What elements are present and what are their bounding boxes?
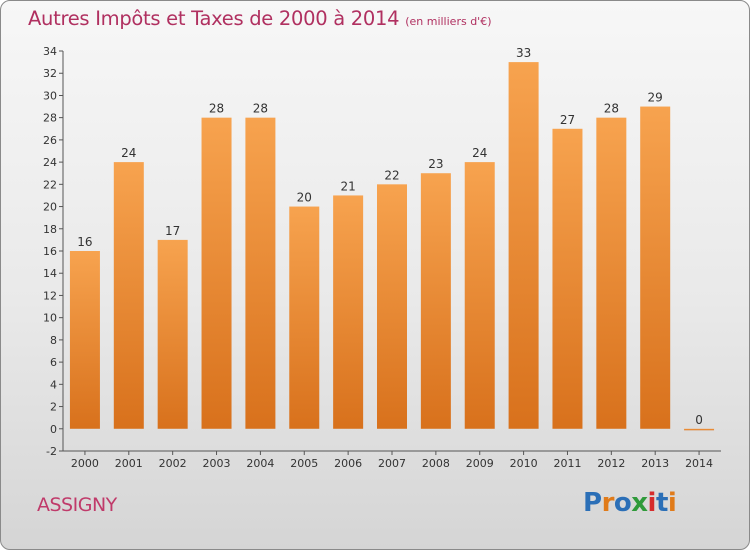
y-tick-label: 12 [43,289,57,302]
data-label: 0 [695,413,703,427]
logo-letter: P [583,488,602,518]
bar [420,173,451,429]
logo-letter: r [601,488,615,518]
bar [596,117,627,429]
data-label: 21 [340,179,355,193]
y-tick-label: 34 [43,45,57,58]
proxiti-logo: Proxiti [583,488,677,518]
logo-letter: o [613,488,632,518]
logo-letter: i [647,488,657,518]
y-tick-label: 0 [50,423,57,436]
data-label: 28 [604,102,619,116]
x-tick-label: 2012 [597,457,625,470]
data-label: 22 [384,168,399,182]
bar [69,251,100,429]
y-tick-label: 6 [50,356,57,369]
data-label: 17 [165,224,180,238]
y-tick-label: -2 [46,445,57,458]
data-label: 20 [297,191,312,205]
y-tick-label: 30 [43,89,57,102]
x-tick-label: 2014 [685,457,713,470]
data-label: 28 [253,102,268,116]
data-label: 16 [77,235,92,249]
x-tick-label: 2005 [290,457,318,470]
bar [377,184,407,429]
bar [464,162,495,429]
y-tick-label: 16 [43,245,57,258]
bar [245,117,276,429]
bar [157,239,188,429]
data-label: 24 [472,146,487,160]
y-tick-label: 32 [43,67,57,80]
y-tick-label: 20 [43,201,57,214]
data-label: 23 [428,157,443,171]
y-tick-label: 24 [43,156,57,169]
title-row: Autres Impôts et Taxes de 2000 à 2014 (en… [28,7,491,30]
x-tick-label: 2004 [246,457,274,470]
data-label: 33 [516,46,531,60]
x-tick-label: 2013 [641,457,669,470]
x-tick-label: 2001 [115,457,143,470]
data-label: 28 [209,102,224,116]
bar [640,106,671,429]
y-tick-label: 28 [43,112,57,125]
x-tick-label: 2007 [378,457,406,470]
bar [201,117,232,429]
bar [508,62,539,429]
data-label: 29 [648,91,663,105]
chart-unit: (en milliers d'€) [405,15,492,28]
logo-letter: x [631,488,648,518]
x-tick-label: 2006 [334,457,362,470]
x-tick-label: 2009 [466,457,494,470]
logo-letter: i [667,488,677,518]
x-tick-label: 2010 [510,457,538,470]
commune-name: ASSIGNY [37,494,117,516]
y-tick-label: 4 [50,378,57,391]
y-tick-label: 10 [43,312,57,325]
y-tick-label: 26 [43,134,57,147]
bar [333,195,364,429]
data-label: 24 [121,146,136,160]
x-tick-label: 2011 [553,457,581,470]
x-tick-label: 2002 [159,457,187,470]
y-tick-label: 14 [43,267,57,280]
x-tick-label: 2003 [203,457,231,470]
bar [113,162,144,429]
logo-letter: t [655,488,668,518]
data-label: 27 [560,113,575,127]
bar [289,206,320,429]
y-tick-label: 18 [43,223,57,236]
y-tick-label: 22 [43,178,57,191]
x-tick-label: 2008 [422,457,450,470]
bar [684,428,715,431]
bar [552,128,583,429]
chart-title: Autres Impôts et Taxes de 2000 à 2014 [28,7,400,30]
y-tick-label: 8 [50,334,57,347]
x-tick-label: 2000 [71,457,99,470]
y-tick-label: 2 [50,401,57,414]
